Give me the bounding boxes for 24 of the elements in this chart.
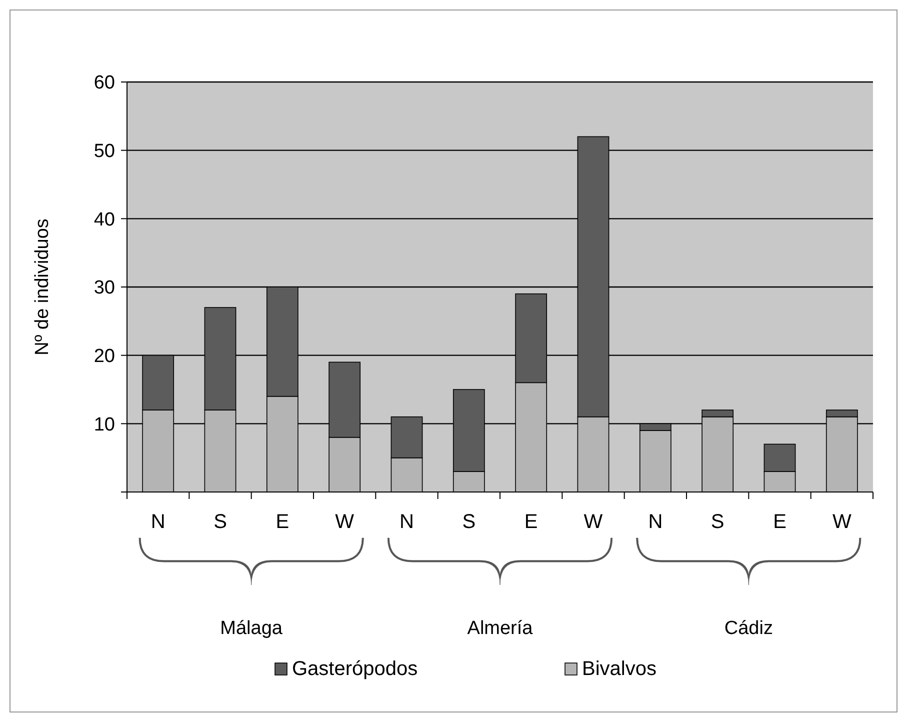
x-tick-label: W [584,511,603,533]
y-tick-label: 40 [94,209,115,230]
x-tick-label: S [214,511,227,533]
text: Almería [467,618,534,639]
x-tick-label: E [276,511,290,533]
x-tick-label: E [773,511,786,533]
y-tick-label: 20 [94,346,115,367]
y-tick-label: 10 [94,414,115,436]
x-tick-label: N [648,511,663,533]
x-tick-label: E [524,511,538,533]
text: Málaga [220,618,283,639]
text: Cádiz [724,618,773,639]
y-tick-label: 30 [94,278,115,299]
y-tick-label: 50 [94,140,115,162]
x-tick-label: W [832,511,852,533]
x-tick-label: S [710,511,724,533]
legend-label: Bivalvos [582,658,656,680]
x-tick-label: N [400,511,414,533]
x-tick-label: S [462,511,476,533]
y-tick-label: 60 [94,72,115,94]
y-axis-title: Nº de individuos [32,218,53,356]
legend-label: Gasterópodos [292,658,418,680]
x-tick-label: N [150,511,166,533]
x-tick-label: W [335,511,354,533]
